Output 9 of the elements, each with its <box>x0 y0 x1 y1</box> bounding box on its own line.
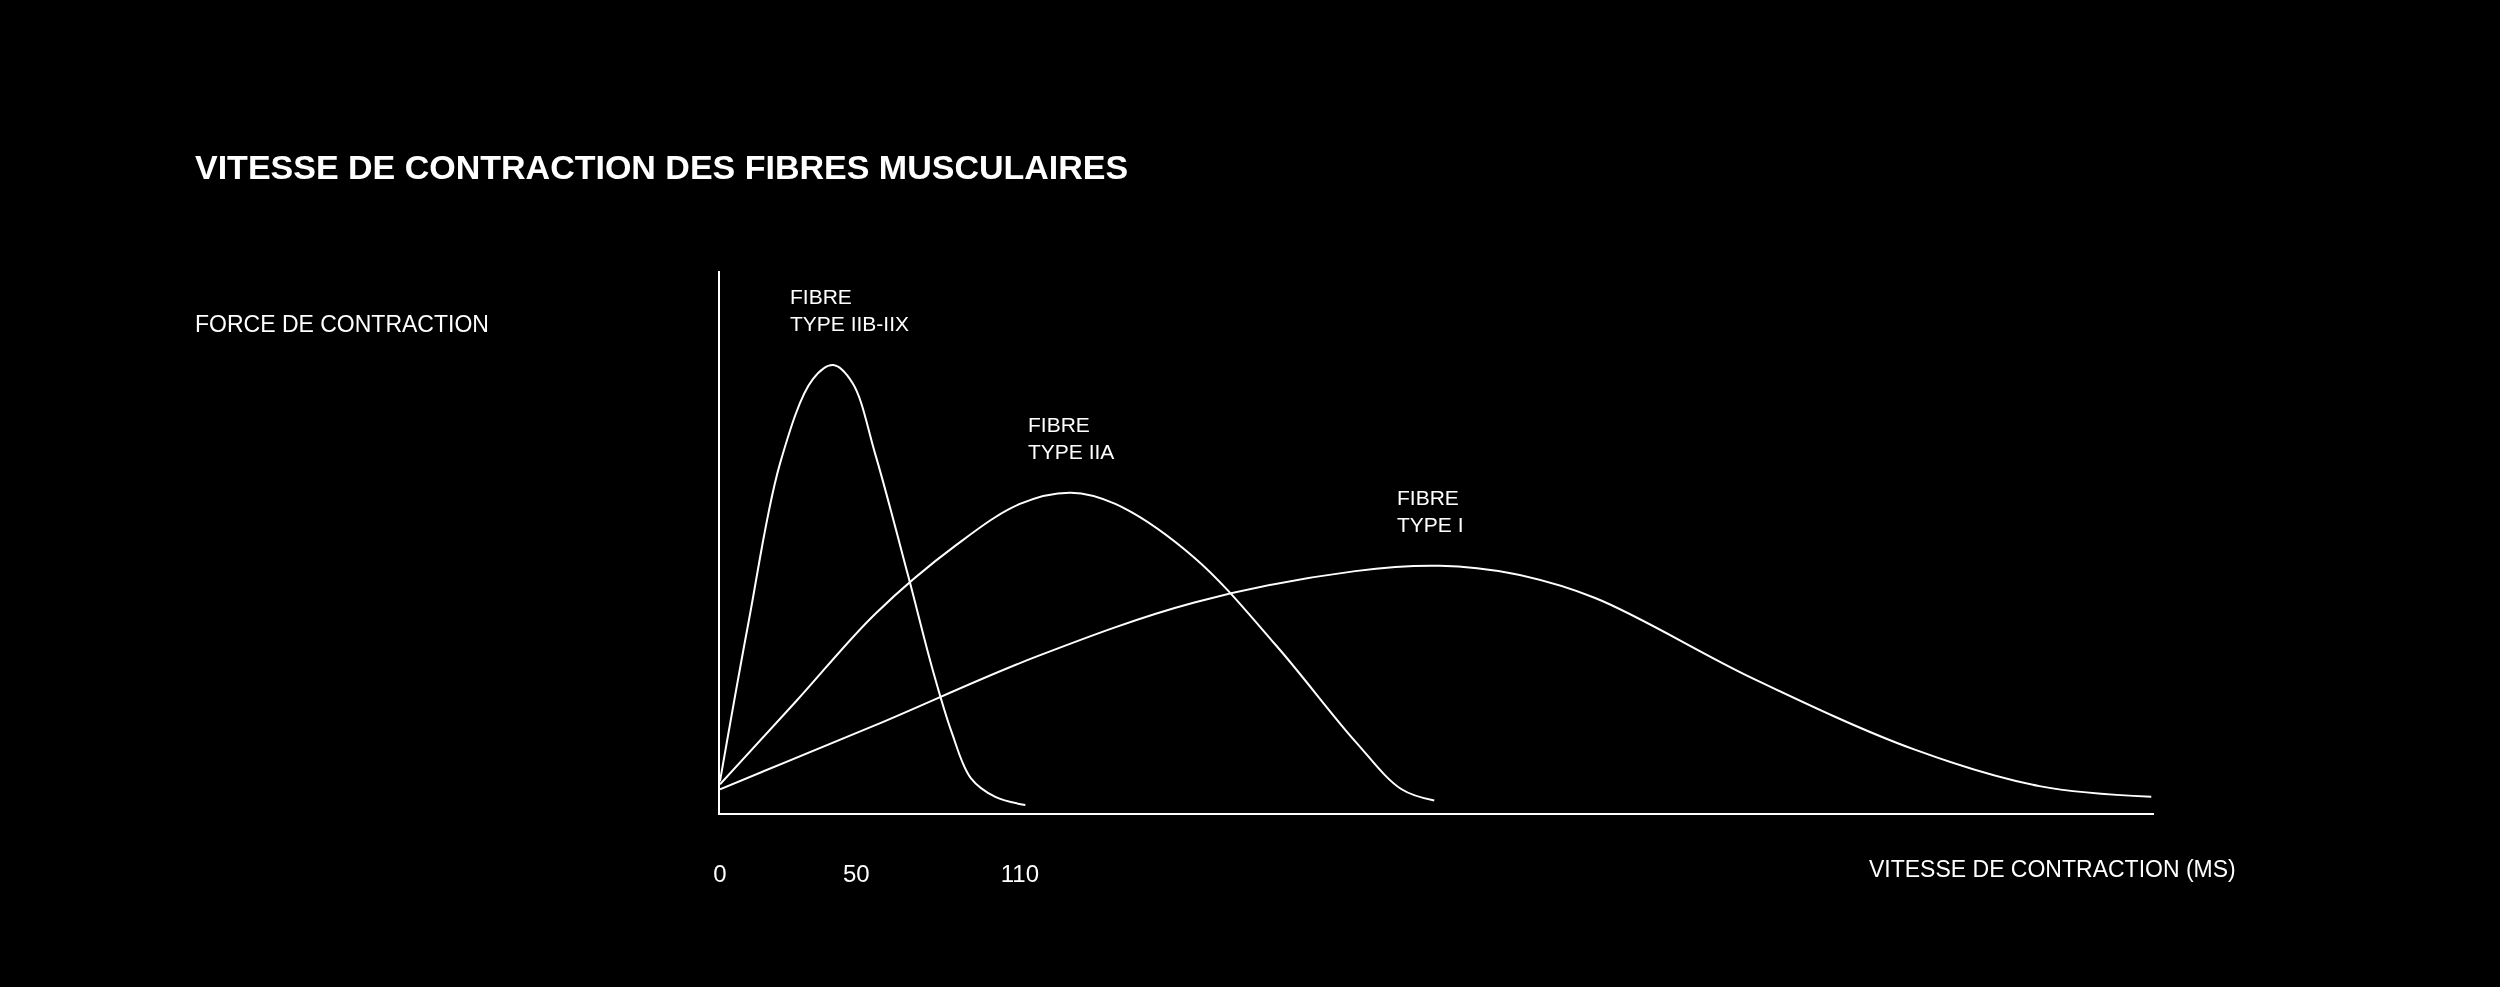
chart-title: VITESSE DE CONTRACTION DES FIBRES MUSCULAIRES <box>195 148 1129 186</box>
x-axis-title: VITESSE DE CONTRACTION (MS) <box>1869 856 2236 882</box>
series-label: FIBRE TYPE I <box>1397 486 1464 537</box>
x-tick-label: 110 <box>1000 859 1040 887</box>
x-tick-label: 0 <box>713 859 727 887</box>
x-tick-label: 50 <box>842 859 870 887</box>
series-label: FIBRE TYPE IIA <box>1028 413 1115 464</box>
text: FORCE DE CONTRACTION <box>195 311 489 337</box>
text: FIBRE TYPE IIB-IIX <box>790 285 910 336</box>
